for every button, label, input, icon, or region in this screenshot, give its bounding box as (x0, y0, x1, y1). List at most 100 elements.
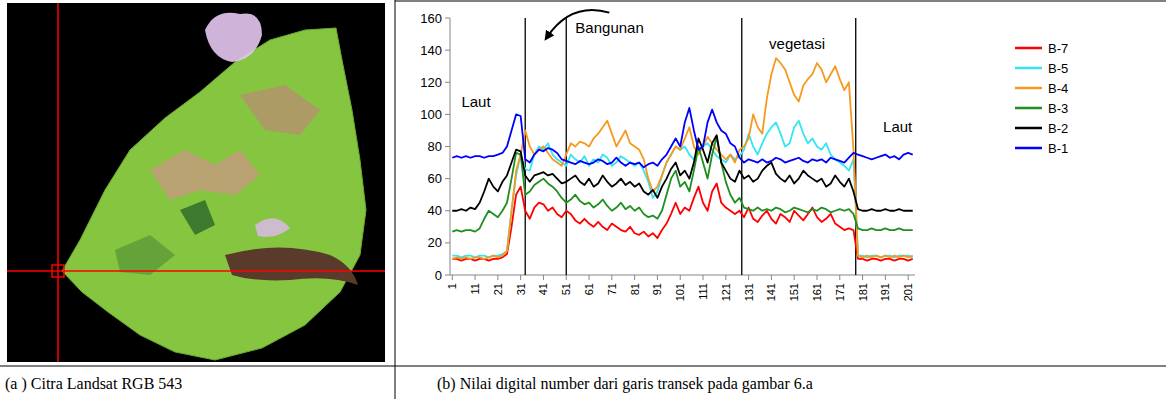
x-tick (497, 275, 498, 280)
legend-swatch (1015, 67, 1042, 70)
legend-label: B-2 (1048, 121, 1068, 136)
chart: 0204060801001201401601112131415161718191… (420, 10, 1068, 301)
x-tick (794, 275, 795, 280)
x-tick (657, 275, 658, 280)
series-line (452, 121, 912, 258)
y-tick-label: 20 (428, 235, 442, 250)
y-tick-label: 0 (435, 268, 442, 283)
land-patch (240, 85, 320, 135)
satellite-image (7, 3, 385, 362)
x-tick-label: 51 (560, 283, 572, 295)
y-tick (445, 146, 450, 147)
x-tick-label: 41 (537, 283, 549, 295)
y-tick-label: 100 (420, 107, 442, 122)
legend-label: B-1 (1048, 141, 1068, 156)
annotation: Bangunan (575, 19, 643, 36)
x-tick-label: 31 (515, 283, 527, 295)
x-tick (566, 275, 567, 280)
y-tick (445, 210, 450, 211)
image-caption: (a ) Citra Landsat RGB 543 (5, 375, 182, 393)
y-tick (445, 114, 450, 115)
legend-label: B-5 (1048, 61, 1068, 76)
x-tick-label: 161 (811, 283, 823, 301)
cloud (255, 218, 290, 237)
annotation-arrow (547, 10, 609, 37)
legend-label: B-4 (1048, 81, 1068, 96)
x-tick (589, 275, 590, 280)
x-tick-label: 151 (788, 283, 800, 301)
x-tick-label: 201 (902, 283, 914, 301)
cell-border (395, 366, 1166, 367)
legend-swatch (1015, 127, 1042, 130)
y-tick-label: 140 (420, 43, 442, 58)
annotation: vegetasi (769, 35, 825, 52)
y-tick (445, 18, 450, 19)
land-patch (150, 150, 260, 200)
cloud (205, 13, 262, 62)
x-tick-label: 61 (583, 283, 595, 295)
x-tick (611, 275, 612, 280)
x-tick (748, 275, 749, 280)
y-tick-label: 120 (420, 75, 442, 90)
zone-boundary (566, 18, 567, 275)
legend-swatch (1015, 107, 1042, 110)
x-tick (725, 275, 726, 280)
island (62, 28, 366, 360)
x-tick (908, 275, 909, 280)
cell-border (395, 1, 1166, 2)
legend-swatch (1015, 147, 1042, 150)
x-tick (703, 275, 704, 280)
x-axis (450, 275, 915, 276)
legend-label: B-3 (1048, 101, 1068, 116)
forest-patch (115, 235, 175, 275)
x-tick (452, 275, 453, 280)
y-tick-label: 40 (428, 203, 442, 218)
annotation: Laut (461, 93, 491, 110)
x-tick-label: 11 (469, 283, 481, 294)
x-tick-label: 81 (629, 283, 641, 295)
y-tick (445, 275, 450, 276)
figure: (a ) Citra Landsat RGB 54302040608010012… (0, 0, 1166, 399)
legend-label: B-7 (1048, 41, 1068, 56)
cell-border (0, 366, 395, 367)
y-tick (445, 242, 450, 243)
x-tick-label: 111 (697, 283, 709, 300)
legend-swatch (1015, 47, 1042, 50)
series-line (452, 183, 912, 260)
transect-marker (52, 265, 64, 277)
x-tick (816, 275, 817, 280)
x-tick (634, 275, 635, 280)
x-tick (475, 275, 476, 280)
legend-swatch (1015, 87, 1042, 90)
x-tick (771, 275, 772, 280)
x-tick-label: 121 (720, 283, 732, 301)
x-tick-label: 181 (857, 283, 869, 301)
x-tick-label: 91 (651, 283, 663, 295)
x-tick-label: 71 (606, 283, 618, 295)
x-tick-label: 1 (446, 283, 458, 289)
annotation: Laut (883, 118, 913, 135)
y-tick (445, 82, 450, 83)
legend: B-7 B-5 B-4 B-3 B-2 B-1 (1015, 41, 1068, 156)
series-line (452, 135, 912, 210)
ridge (225, 248, 358, 286)
x-tick-label: 191 (879, 283, 891, 301)
plot-area (452, 18, 912, 275)
transect-vertical (57, 3, 59, 362)
zone-boundary (741, 18, 742, 275)
y-tick-label: 80 (428, 139, 442, 154)
cell-border (395, 0, 396, 399)
image-background (7, 3, 385, 362)
x-tick (543, 275, 544, 280)
x-tick (862, 275, 863, 280)
y-tick-label: 160 (420, 11, 442, 26)
table-frame (0, 0, 1166, 399)
forest-patch (180, 200, 215, 235)
x-tick (680, 275, 681, 280)
y-tick (445, 50, 450, 51)
series-line (452, 108, 912, 167)
x-tick-label: 141 (765, 283, 777, 301)
y-tick (445, 178, 450, 179)
chart-caption: (b) Nilai digital number dari garis tran… (437, 375, 813, 393)
x-tick-label: 131 (743, 283, 755, 301)
